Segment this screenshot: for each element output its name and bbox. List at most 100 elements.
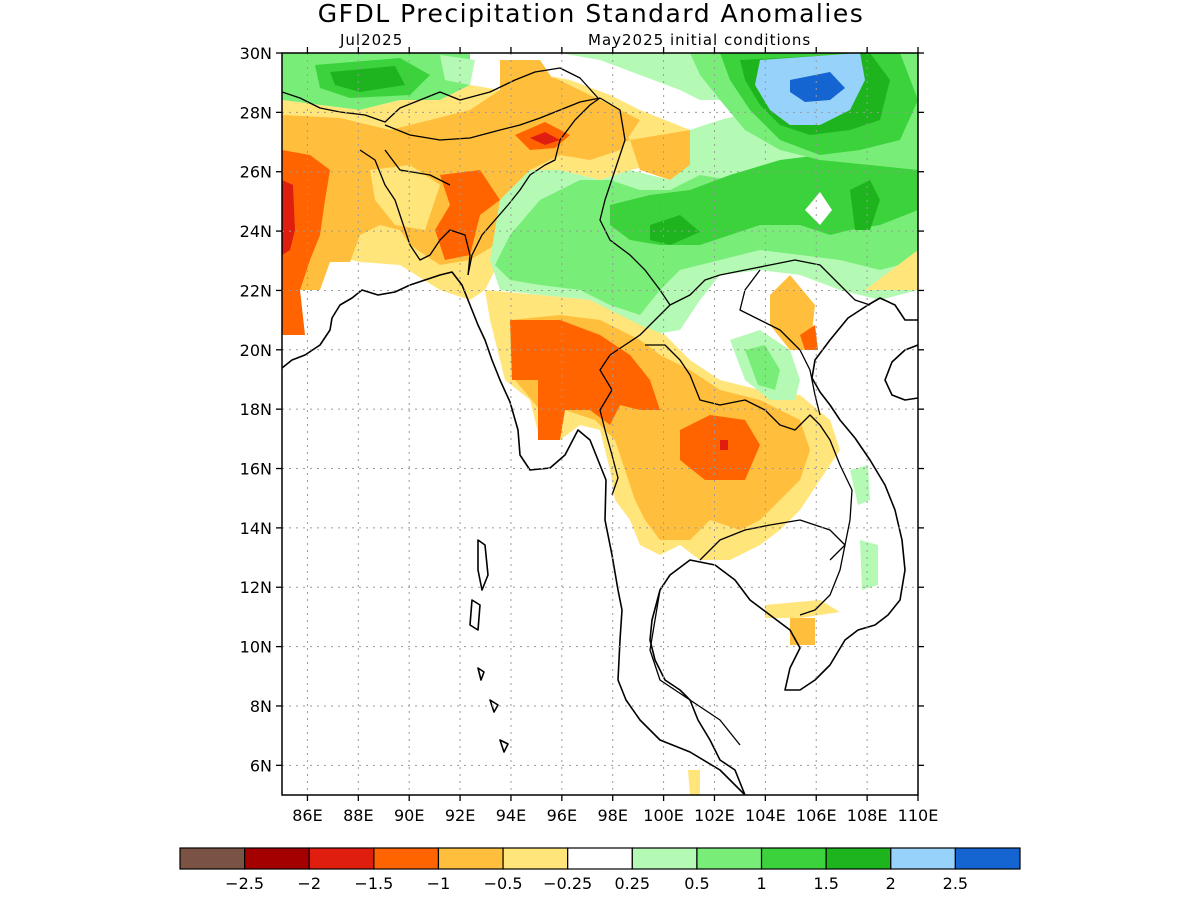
shade-red-west <box>282 180 295 255</box>
shade-red-thailand <box>720 440 728 450</box>
axis-ticks: 6N 8N 10N 12N 14N 16N 18N 20N 22N 24N 26N 28N 30N 86E… <box>240 44 939 825</box>
lat-tick-label: 20N <box>240 341 272 360</box>
lat-tick-label: 14N <box>240 519 272 538</box>
shade-darkorange-myanmar-s <box>510 320 660 440</box>
shade-white-ne <box>805 192 832 225</box>
shade-green-laos <box>745 345 780 390</box>
gridlines <box>282 53 918 795</box>
coast-gulf-tonkin <box>884 344 918 401</box>
border-cambodia-vietnam <box>799 544 846 616</box>
lon-tick-label: 100E <box>643 806 684 825</box>
shade-darkgreen-central <box>650 215 700 245</box>
lon-tick-label: 104E <box>745 806 786 825</box>
shade-orange-myanmar-n <box>500 60 690 180</box>
colorbar-swatch <box>567 847 633 870</box>
colorbar-label: −2.5 <box>225 874 264 893</box>
shade-yellow-peninsula <box>688 770 700 795</box>
colorbar-swatch <box>631 847 698 870</box>
shade-red-myanmar-n <box>530 132 560 145</box>
lat-tick-label: 10N <box>240 638 272 657</box>
border-himalaya <box>282 67 599 123</box>
colorbar: −2.5 −2 −1.5 −1 −0.5 −0.25 0.25 0.5 1 1.5 2 2.5 <box>179 847 1021 893</box>
border-bangladesh <box>359 149 471 276</box>
colorbar-swatch <box>890 847 956 870</box>
lat-tick-label: 26N <box>240 163 272 182</box>
lon-tick-label: 108E <box>847 806 888 825</box>
colorbar-label: −2 <box>297 874 321 893</box>
shade-blue-ne <box>790 72 845 102</box>
colorbar-label: 2 <box>886 874 896 893</box>
coast-islands-3 <box>477 667 485 681</box>
lat-tick-label: 24N <box>240 222 272 241</box>
lat-tick-label: 16N <box>240 460 272 479</box>
lon-tick-label: 96E <box>547 806 577 825</box>
initial-conditions: May2025 initial conditions <box>588 31 811 49</box>
border-myanmar-china <box>599 97 671 496</box>
shade-darkgreen-east <box>850 180 880 230</box>
coast-islands-5 <box>499 739 509 753</box>
shade-darkorange-west <box>282 150 330 335</box>
lon-tick-label: 106E <box>796 806 837 825</box>
colorbar-label: 0.25 <box>614 874 650 893</box>
target-month: Jul2025 <box>339 31 403 49</box>
coast-andaman-2 <box>469 599 481 631</box>
colorbar-swatch <box>308 847 375 870</box>
shade-lightgreen-vietnam-s2 <box>860 540 878 590</box>
shade-yellow-cambodia <box>765 600 840 618</box>
lon-tick-label: 92E <box>445 806 475 825</box>
lat-tick-label: 28N <box>240 103 272 122</box>
colorbar-label: −1.5 <box>354 874 393 893</box>
anomaly-shading <box>282 53 918 795</box>
border-thai-malay <box>649 589 741 746</box>
colorbar-label: 1.5 <box>813 874 838 893</box>
colorbar-label: 1 <box>756 874 766 893</box>
lat-tick-label: 12N <box>240 578 272 597</box>
colorbar-swatch <box>825 847 892 870</box>
map-frame <box>281 52 919 796</box>
lat-tick-label: 18N <box>240 400 272 419</box>
colorbar-swatch <box>954 847 1021 870</box>
colorbar-label: −0.25 <box>543 874 592 893</box>
colorbar-swatch <box>502 847 569 870</box>
lat-tick-label: 6N <box>250 756 272 775</box>
shade-darkorange-ne-india <box>435 170 500 260</box>
border-thai-laos <box>645 344 853 561</box>
lon-tick-label: 90E <box>394 806 424 825</box>
border-thai-cambodia <box>699 519 846 561</box>
shade-darkgreen-nw <box>330 66 405 92</box>
shade-lightgreen-nw <box>440 55 475 85</box>
colorbar-swatch <box>437 847 504 870</box>
figure-title: GFDL Precipitation Standard Anomalies <box>318 0 864 28</box>
shade-orange-cambodia <box>790 618 815 645</box>
coast-india-bay <box>282 271 746 795</box>
border-bhutan-ne <box>384 97 601 141</box>
country-borders <box>282 67 871 746</box>
colorbar-label: 0.5 <box>684 874 709 893</box>
shade-lightgreen-vietnam-s <box>850 465 870 505</box>
lat-tick-label: 30N <box>240 44 272 63</box>
border-myanmar-w <box>467 97 601 276</box>
colorbar-label: 2.5 <box>943 874 968 893</box>
lon-tick-label: 110E <box>898 806 939 825</box>
colorbar-label: −0.5 <box>484 874 523 893</box>
colorbar-swatch <box>373 847 440 870</box>
colorbar-swatch <box>244 847 310 870</box>
shade-yellow-nw-center <box>370 165 440 230</box>
lon-tick-label: 98E <box>597 806 627 825</box>
colorbar-swatch <box>696 847 763 870</box>
colorbar-label: −1 <box>427 874 451 893</box>
border-laos-vietnam <box>739 269 821 416</box>
shade-darkorange-laos <box>800 325 818 350</box>
lon-tick-label: 102E <box>694 806 735 825</box>
coast-gulf-thailand <box>649 297 918 795</box>
border-bd-2 <box>384 149 451 186</box>
lat-tick-label: 8N <box>250 697 272 716</box>
shade-yellow-se-corner <box>865 250 918 290</box>
lon-tick-label: 86E <box>292 806 322 825</box>
lat-tick-label: 22N <box>240 281 272 300</box>
coast-andaman-1 <box>477 539 489 591</box>
lon-tick-label: 94E <box>496 806 526 825</box>
border-laos-china <box>669 259 871 306</box>
lon-tick-label: 88E <box>343 806 373 825</box>
